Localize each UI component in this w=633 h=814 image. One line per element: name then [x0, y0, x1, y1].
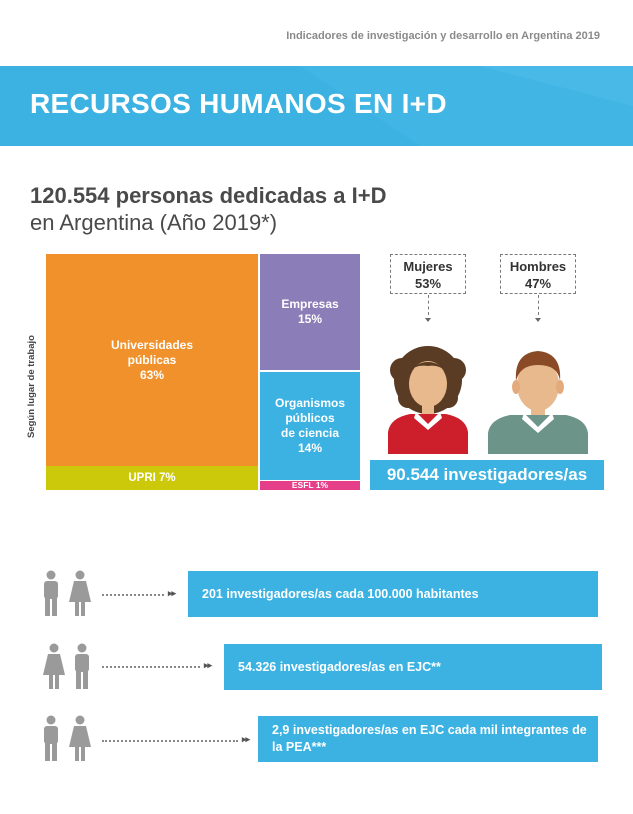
men-box: Hombres 47% [500, 254, 576, 294]
stat-text: 201 investigadores/as cada 100.000 habit… [202, 586, 479, 601]
block-label: Universidades públicas [110, 337, 194, 367]
men-connector [538, 295, 539, 315]
treemap-block-upri: UPRI 7% [46, 466, 258, 490]
banner-title: RECURSOS HUMANOS EN I+D [30, 88, 447, 119]
chevron-right-icon: ▸▸ [168, 588, 176, 598]
treemap-block-universidades: Universidades públicas 63% [46, 254, 258, 466]
row-connector [102, 594, 164, 596]
row-connector [102, 666, 200, 668]
treemap-axis-label: Según lugar de trabajo [26, 335, 37, 438]
stat-box-1: 201 investigadores/as cada 100.000 habit… [188, 571, 598, 617]
block-label: ESFL 1% [291, 480, 329, 490]
report-title: Indicadores de investigación y desarroll… [286, 30, 600, 42]
block-label: Empresas [281, 297, 339, 311]
block-label: UPRI 7% [128, 471, 176, 484]
people-icon [44, 715, 91, 761]
stat-box-2: 54.326 investigadores/as en EJC** [224, 644, 602, 690]
investigators-badge: 90.544 investigadores/as [370, 460, 604, 490]
section-banner: RECURSOS HUMANOS EN I+D [0, 66, 633, 146]
stat-text: 2,9 investigadores/as en EJC cada mil in… [272, 723, 587, 754]
men-label: Hombres [509, 259, 567, 274]
man-avatar-icon [488, 351, 588, 454]
block-pct: 14% [297, 441, 323, 455]
headline: 120.554 personas dedicadas a I+D en Arge… [30, 182, 386, 236]
people-icon [44, 570, 91, 616]
chevron-right-icon: ▸▸ [242, 734, 250, 744]
treemap-block-esfl: ESFL 1% [260, 481, 360, 490]
people-icon [43, 643, 89, 689]
headline-line1: 120.554 personas dedicadas a I+D [30, 183, 387, 208]
stat-box-3: 2,9 investigadores/as en EJC cada mil in… [258, 716, 598, 762]
treemap-block-organismos: Organismos públicos de ciencia 14% [260, 372, 360, 480]
stat-text: 54.326 investigadores/as en EJC** [238, 659, 441, 674]
women-label: Mujeres [403, 259, 453, 274]
banner-pattern [300, 66, 633, 146]
block-pct: 63% [139, 367, 165, 382]
woman-avatar-icon [388, 346, 468, 454]
headline-line2: en Argentina (Año 2019*) [30, 210, 278, 235]
arrow-down-icon [425, 318, 431, 322]
row-connector [102, 740, 238, 742]
women-connector [428, 295, 429, 315]
block-label: Organismos públicos de ciencia [274, 396, 346, 440]
chevron-right-icon: ▸▸ [204, 660, 212, 670]
treemap-block-empresas: Empresas 15% [260, 254, 360, 370]
block-pct: 15% [297, 312, 323, 326]
men-pct: 47% [524, 276, 552, 291]
women-box: Mujeres 53% [390, 254, 466, 294]
arrow-down-icon [535, 318, 541, 322]
women-pct: 53% [414, 276, 442, 291]
